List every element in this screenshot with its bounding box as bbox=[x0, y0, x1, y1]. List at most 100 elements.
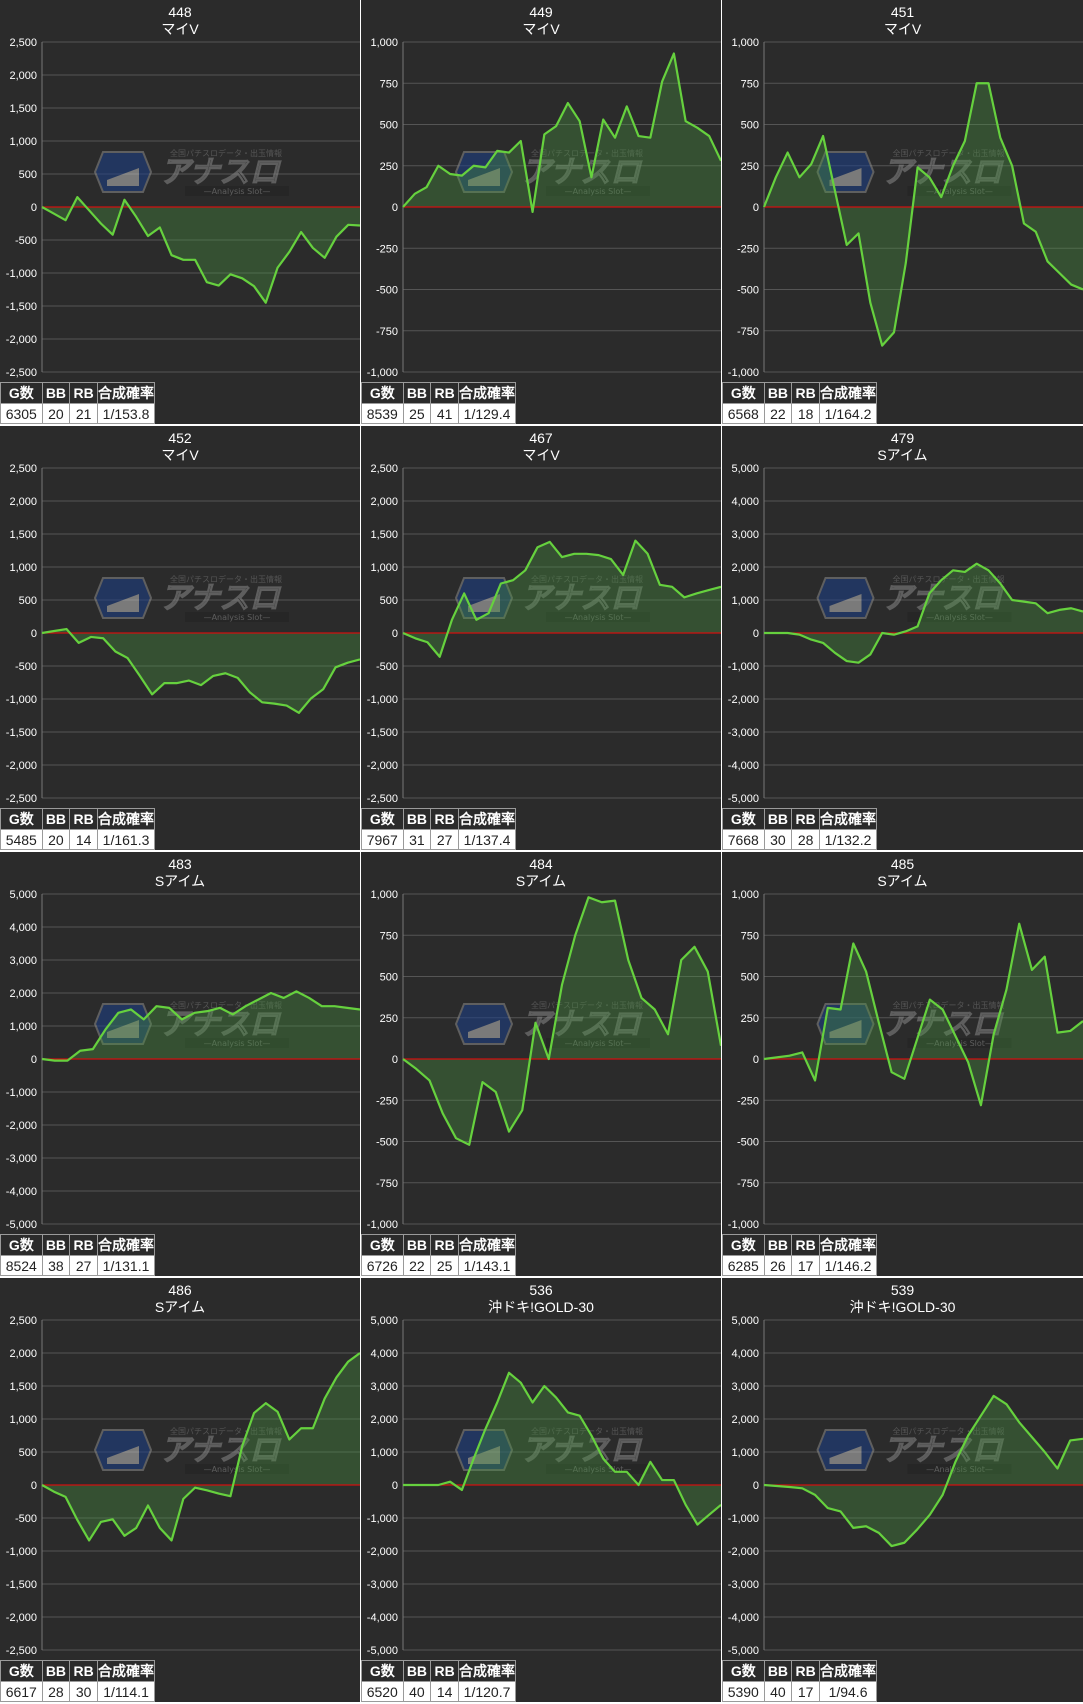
machine-name: マイV bbox=[883, 21, 922, 37]
y-tick-label: 500 bbox=[19, 169, 37, 181]
bb-header: BB bbox=[763, 1234, 793, 1256]
y-tick-label: 1,500 bbox=[370, 529, 398, 541]
stats-table: G数 BB RB 合成確率 6285 26 17 1/146.2 bbox=[722, 1234, 878, 1276]
machine-number: 536 bbox=[529, 1282, 553, 1298]
watermark-text: アナスロ bbox=[883, 1433, 1004, 1468]
y-tick-label: -1,000 bbox=[367, 1513, 398, 1525]
y-tick-label: 0 bbox=[753, 202, 759, 214]
y-tick-label: -750 bbox=[737, 1178, 759, 1190]
y-tick-label: 0 bbox=[31, 1054, 37, 1066]
y-tick-label: -2,500 bbox=[6, 1645, 37, 1657]
machine-name: 沖ドキ!GOLD-30 bbox=[488, 1299, 594, 1315]
y-tick-label: 4,000 bbox=[370, 1348, 398, 1360]
watermark-text: アナスロ bbox=[160, 1007, 281, 1042]
prob-value: 1/94.6 bbox=[819, 1681, 878, 1702]
y-tick-label: 1,000 bbox=[731, 1447, 759, 1459]
y-tick-label: 1,000 bbox=[9, 1021, 37, 1033]
prob-value: 1/137.4 bbox=[458, 829, 517, 850]
bb-header: BB bbox=[402, 808, 432, 830]
watermark-caption: —Analysis Slot— bbox=[204, 187, 271, 196]
profit-line-chart: 1,0007505002500-250-500-750-1,000アナスロ全国パ… bbox=[367, 37, 721, 379]
y-tick-label: 2,000 bbox=[370, 1414, 398, 1426]
machine-name: Sアイム bbox=[877, 873, 928, 889]
y-tick-label: -500 bbox=[737, 285, 759, 297]
y-tick-label: 4,000 bbox=[731, 496, 759, 508]
watermark-caption: —Analysis Slot— bbox=[565, 187, 632, 196]
games-value: 5485 bbox=[0, 829, 43, 850]
watermark-subtext: 全国パチスロデータ・出玉情報 bbox=[170, 1000, 282, 1010]
profit-line bbox=[763, 1394, 1083, 1548]
watermark-text: アナスロ bbox=[160, 155, 281, 190]
y-tick-label: 500 bbox=[380, 595, 398, 607]
rb-header: RB bbox=[430, 382, 460, 404]
y-tick-label: -500 bbox=[376, 285, 398, 297]
y-tick-label: -500 bbox=[15, 1513, 37, 1525]
watermark-caption: —Analysis Slot— bbox=[204, 613, 271, 622]
y-tick-label: 0 bbox=[392, 1054, 398, 1066]
y-tick-label: -500 bbox=[376, 661, 398, 673]
profit-line bbox=[762, 82, 1083, 347]
y-tick-label: 1,000 bbox=[370, 1447, 398, 1459]
y-tick-label: -1,500 bbox=[6, 1579, 37, 1591]
machine-name: マイV bbox=[161, 447, 199, 463]
stats-table: G数 BB RB 合成確率 8539 25 41 1/129.4 bbox=[361, 382, 517, 424]
bb-header: BB bbox=[41, 1660, 71, 1682]
profit-area bbox=[764, 923, 1083, 1106]
games-value: 6726 bbox=[361, 1255, 404, 1276]
games-value: 6285 bbox=[722, 1255, 765, 1276]
prob-value: 1/146.2 bbox=[819, 1255, 878, 1276]
prob-header: 合成確率 bbox=[458, 1234, 517, 1256]
y-tick-label: 1,000 bbox=[370, 562, 398, 574]
y-tick-label: -3,000 bbox=[728, 1579, 759, 1591]
machine-panel-448: 448 マイV 2,500 2,000 1,500 1,000 500 0 -500 -1,000… bbox=[0, 0, 360, 424]
y-tick-label: 1,000 bbox=[9, 136, 37, 148]
stats-header-row: G数 BB RB 合成確率 bbox=[361, 382, 517, 404]
y-tick-label: -1,000 bbox=[6, 268, 37, 280]
rb-value: 14 bbox=[69, 829, 99, 850]
y-tick-label: 5,000 bbox=[731, 463, 759, 475]
y-tick-label: 5,000 bbox=[370, 1315, 398, 1327]
y-tick-label: -5,000 bbox=[728, 1645, 759, 1657]
rb-header: RB bbox=[791, 382, 821, 404]
y-tick-label: 0 bbox=[392, 1480, 398, 1492]
y-tick-label: 0 bbox=[753, 1054, 759, 1066]
watermark-text: アナスロ bbox=[160, 581, 281, 616]
y-tick-label: -3,000 bbox=[6, 1153, 37, 1165]
y-tick-label: -3,000 bbox=[728, 727, 759, 739]
games-value: 6520 bbox=[361, 1681, 404, 1702]
stats-value-row: 5390 40 17 1/94.6 bbox=[722, 1681, 878, 1702]
y-tick-label: 250 bbox=[741, 161, 759, 173]
watermark-text: アナスロ bbox=[160, 1433, 281, 1468]
stats-value-row: 6617 28 30 1/114.1 bbox=[0, 1681, 156, 1702]
machine-number: 451 bbox=[890, 4, 915, 20]
machine-number: 539 bbox=[890, 1282, 915, 1298]
y-tick-label: 500 bbox=[741, 120, 759, 132]
machine-panel-484: 484 Sアイム 1,000 750 500 250 0 -250 -500 -750 -1,000… bbox=[361, 852, 721, 1276]
prob-value: 1/143.1 bbox=[458, 1255, 517, 1276]
watermark-text: アナスロ bbox=[521, 1433, 642, 1468]
machine-number: 486 bbox=[168, 1282, 192, 1298]
rb-header: RB bbox=[69, 808, 99, 830]
rb-value: 14 bbox=[430, 1681, 460, 1702]
profit-line-chart: 1,0007505002500-250-500-750-1,000アナスロ全国パ… bbox=[728, 889, 1083, 1231]
stats-header-row: G数 BB RB 合成確率 bbox=[722, 1234, 878, 1256]
stats-table: G数 BB RB 合成確率 7967 31 27 1/137.4 bbox=[361, 808, 517, 850]
y-tick-label: 2,000 bbox=[731, 562, 759, 574]
stats-table: G数 BB RB 合成確率 6568 22 18 1/164.2 bbox=[722, 382, 878, 424]
y-tick-label: 2,500 bbox=[9, 37, 37, 49]
games-value: 6617 bbox=[0, 1681, 43, 1702]
y-tick-label: 2,000 bbox=[370, 496, 398, 508]
y-tick-label: -1,000 bbox=[367, 694, 398, 706]
profit-area bbox=[42, 991, 360, 1061]
y-tick-label: 500 bbox=[741, 972, 759, 984]
y-tick-label: -2,000 bbox=[367, 760, 398, 772]
rb-value: 27 bbox=[69, 1255, 99, 1276]
prob-header: 合成確率 bbox=[458, 382, 517, 404]
y-tick-label: -2,000 bbox=[6, 334, 37, 346]
y-tick-label: -1,000 bbox=[367, 1219, 398, 1231]
prob-header: 合成確率 bbox=[97, 1660, 156, 1682]
y-tick-label: 2,000 bbox=[9, 1348, 37, 1360]
profit-line bbox=[41, 990, 360, 1062]
bb-value: 40 bbox=[402, 1681, 432, 1702]
profit-line bbox=[402, 896, 721, 1146]
